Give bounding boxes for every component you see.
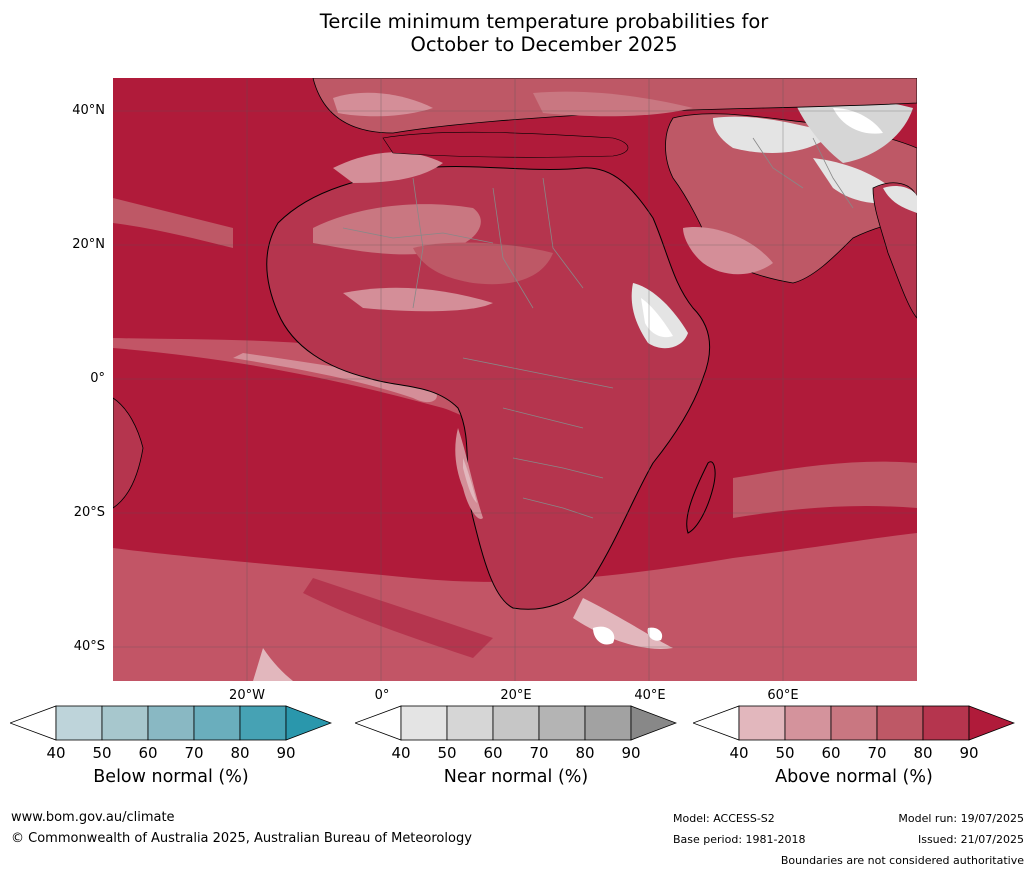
model-name: Model: ACCESS-S2: [673, 812, 775, 825]
colorbar-near-tick: 70: [529, 744, 549, 762]
colorbar-above-tick: 60: [821, 744, 841, 762]
colorbar-near-tick: 60: [483, 744, 503, 762]
colorbar-below-tick: 60: [138, 744, 158, 762]
issued-date: Issued: 21/07/2025: [917, 833, 1024, 846]
colorbar-above-bin-5: [922, 705, 970, 741]
lat-label-20s: 20°S: [73, 505, 105, 520]
colorbar-above-tick: 90: [959, 744, 979, 762]
model-run-date: Model run: 19/07/2025: [898, 812, 1024, 825]
colorbar-near-bin-6: [630, 705, 678, 741]
colorbar-above-bin-3: [830, 705, 878, 741]
lat-label-40n: 40°N: [72, 103, 105, 118]
graticule: [113, 78, 917, 681]
colorbar-below: 40 50 60 70 80 90: [8, 705, 333, 762]
lat-label-40s: 40°S: [73, 639, 105, 654]
map-canvas: [113, 78, 917, 681]
colorbar-below-bin-1: [55, 705, 103, 741]
colorbar-above-caption: Above normal (%): [775, 767, 933, 787]
colorbar-below-tick: 80: [230, 744, 250, 762]
colorbar-near-tick: 80: [575, 744, 595, 762]
colorbar-below-tick: 90: [276, 744, 296, 762]
lon-label-20e: 20°E: [500, 688, 532, 703]
colorbar-below-swatches: [8, 705, 333, 741]
colorbar-above-tick: 70: [867, 744, 887, 762]
colorbar-near-bin-5: [584, 705, 632, 741]
lon-label-20w: 20°W: [229, 688, 265, 703]
colorbar-above-tick: 50: [775, 744, 795, 762]
lon-label-60e: 60°E: [767, 688, 799, 703]
colorbar-near: 40 50 60 70 80 90: [353, 705, 678, 762]
colorbar-near-bin-2: [446, 705, 494, 741]
title-line-1: Tercile minimum temperature probabilitie…: [319, 10, 769, 33]
colorbar-above: 40 50 60 70 80 90: [691, 705, 1016, 762]
colorbar-above-bin-6: [968, 705, 1016, 741]
colorbar-above-bin-0: [691, 705, 740, 741]
colorbar-near-caption: Near normal (%): [443, 767, 589, 787]
colorbar-below-bin-4: [193, 705, 241, 741]
colorbar-near-tick: 50: [437, 744, 457, 762]
boundaries-disclaimer: Boundaries are not considered authoritat…: [780, 854, 1024, 867]
colorbar-above-tick: 80: [913, 744, 933, 762]
colorbar-above-swatches: [691, 705, 1016, 741]
colorbar-above-bin-4: [876, 705, 924, 741]
map-title: Tercile minimum temperature probabilitie…: [0, 10, 1035, 56]
colorbar-near-bin-0: [353, 705, 402, 741]
colorbar-above-bin-1: [738, 705, 786, 741]
copyright-text: © Commonwealth of Australia 2025, Austra…: [11, 831, 472, 846]
website-link[interactable]: www.bom.gov.au/climate: [11, 810, 175, 825]
colorbar-below-bin-3: [147, 705, 195, 741]
colorbar-near-bin-1: [400, 705, 448, 741]
title-line-2: October to December 2025: [410, 33, 678, 56]
colorbar-below-tick: 40: [46, 744, 66, 762]
colorbar-below-caption: Below normal (%): [93, 767, 249, 787]
colorbar-above-tick: 40: [729, 744, 749, 762]
colorbar-below-tick: 70: [184, 744, 204, 762]
lon-label-0: 0°: [374, 688, 390, 703]
colorbar-near-bin-4: [538, 705, 586, 741]
colorbar-below-tick: 50: [92, 744, 112, 762]
base-period: Base period: 1981-2018: [673, 833, 806, 846]
colorbar-below-bin-0: [8, 705, 57, 741]
colorbar-below-bin-6: [285, 705, 333, 741]
lon-label-40e: 40°E: [634, 688, 666, 703]
colorbar-near-tick: 90: [621, 744, 641, 762]
colorbar-above-bin-2: [784, 705, 832, 741]
colorbar-near-tick: 40: [391, 744, 411, 762]
probability-map: [113, 78, 917, 681]
colorbar-below-bin-5: [239, 705, 287, 741]
colorbar-near-bin-3: [492, 705, 540, 741]
lat-label-0: 0°: [90, 371, 105, 386]
lat-label-20n: 20°N: [72, 237, 105, 252]
colorbar-below-bin-2: [101, 705, 149, 741]
colorbar-near-swatches: [353, 705, 678, 741]
